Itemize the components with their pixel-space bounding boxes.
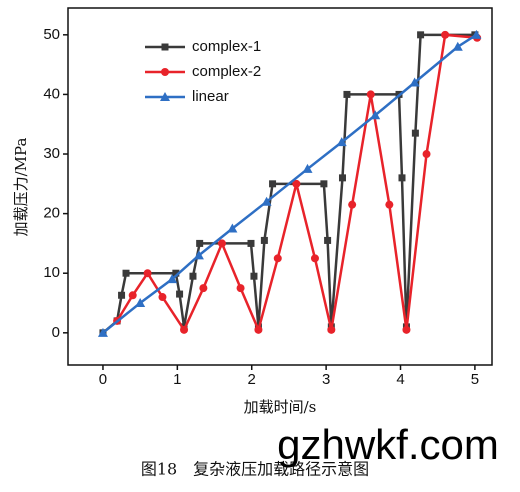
watermark: gzhwkf.com xyxy=(277,421,499,468)
marker xyxy=(422,150,431,159)
marker xyxy=(193,250,204,260)
marker xyxy=(254,325,263,334)
marker xyxy=(122,269,130,277)
x-axis-label: 加载时间/s xyxy=(244,398,317,416)
marker xyxy=(417,31,425,39)
x-tick-label: 5 xyxy=(471,371,479,388)
y-tick-label: 10 xyxy=(43,264,60,281)
y-tick-label: 0 xyxy=(52,324,60,341)
marker xyxy=(310,254,319,263)
x-tick-label: 0 xyxy=(99,371,107,388)
x-tick-label: 2 xyxy=(248,371,256,388)
marker xyxy=(250,272,258,280)
marker xyxy=(402,325,411,334)
marker xyxy=(236,284,245,293)
marker xyxy=(327,325,336,334)
marker xyxy=(161,68,169,76)
marker xyxy=(135,298,146,308)
marker xyxy=(398,174,406,182)
x-tick-label: 1 xyxy=(173,371,181,388)
marker xyxy=(302,163,313,173)
y-tick-label: 50 xyxy=(43,26,60,43)
marker xyxy=(441,30,450,39)
marker xyxy=(273,254,282,263)
marker xyxy=(411,129,419,137)
series-line xyxy=(102,33,478,334)
marker xyxy=(172,269,180,277)
marker xyxy=(471,29,482,39)
marker xyxy=(97,327,108,337)
marker xyxy=(167,274,178,284)
marker xyxy=(260,236,268,244)
marker xyxy=(336,137,347,147)
y-tick-label: 40 xyxy=(43,85,60,102)
marker xyxy=(227,223,238,233)
marker xyxy=(196,239,204,247)
marker xyxy=(292,179,301,188)
marker xyxy=(370,110,381,120)
x-tick-label: 4 xyxy=(396,371,404,388)
marker xyxy=(118,291,126,299)
marker xyxy=(217,239,226,248)
marker xyxy=(338,174,346,182)
legend-label: complex-1 xyxy=(192,38,261,55)
marker xyxy=(343,90,351,98)
marker xyxy=(385,200,394,209)
legend-label: linear xyxy=(192,88,229,105)
marker xyxy=(409,77,420,87)
marker xyxy=(180,325,189,334)
series-line xyxy=(116,33,478,334)
marker xyxy=(247,239,255,247)
marker xyxy=(324,236,332,244)
marker xyxy=(176,290,184,298)
marker xyxy=(143,269,152,278)
marker xyxy=(128,291,137,300)
y-axis-label: 加载压力/MPa xyxy=(12,138,30,237)
y-tick-label: 30 xyxy=(43,145,60,162)
marker xyxy=(320,180,328,188)
x-tick-label: 3 xyxy=(322,371,330,388)
marker xyxy=(161,43,169,51)
marker xyxy=(348,200,357,209)
marker xyxy=(366,90,375,99)
caption: 图18 复杂液压加载路径示意图 xyxy=(141,460,369,479)
marker xyxy=(452,41,463,51)
marker xyxy=(269,180,277,188)
marker xyxy=(261,196,272,206)
marker xyxy=(158,293,167,302)
marker xyxy=(160,92,170,101)
marker xyxy=(189,272,197,280)
legend-label: complex-2 xyxy=(192,63,261,80)
y-tick-label: 20 xyxy=(43,205,60,222)
marker xyxy=(199,284,208,293)
plot-frame xyxy=(67,7,493,366)
